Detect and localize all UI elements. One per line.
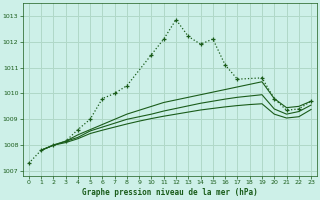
X-axis label: Graphe pression niveau de la mer (hPa): Graphe pression niveau de la mer (hPa) <box>82 188 258 197</box>
